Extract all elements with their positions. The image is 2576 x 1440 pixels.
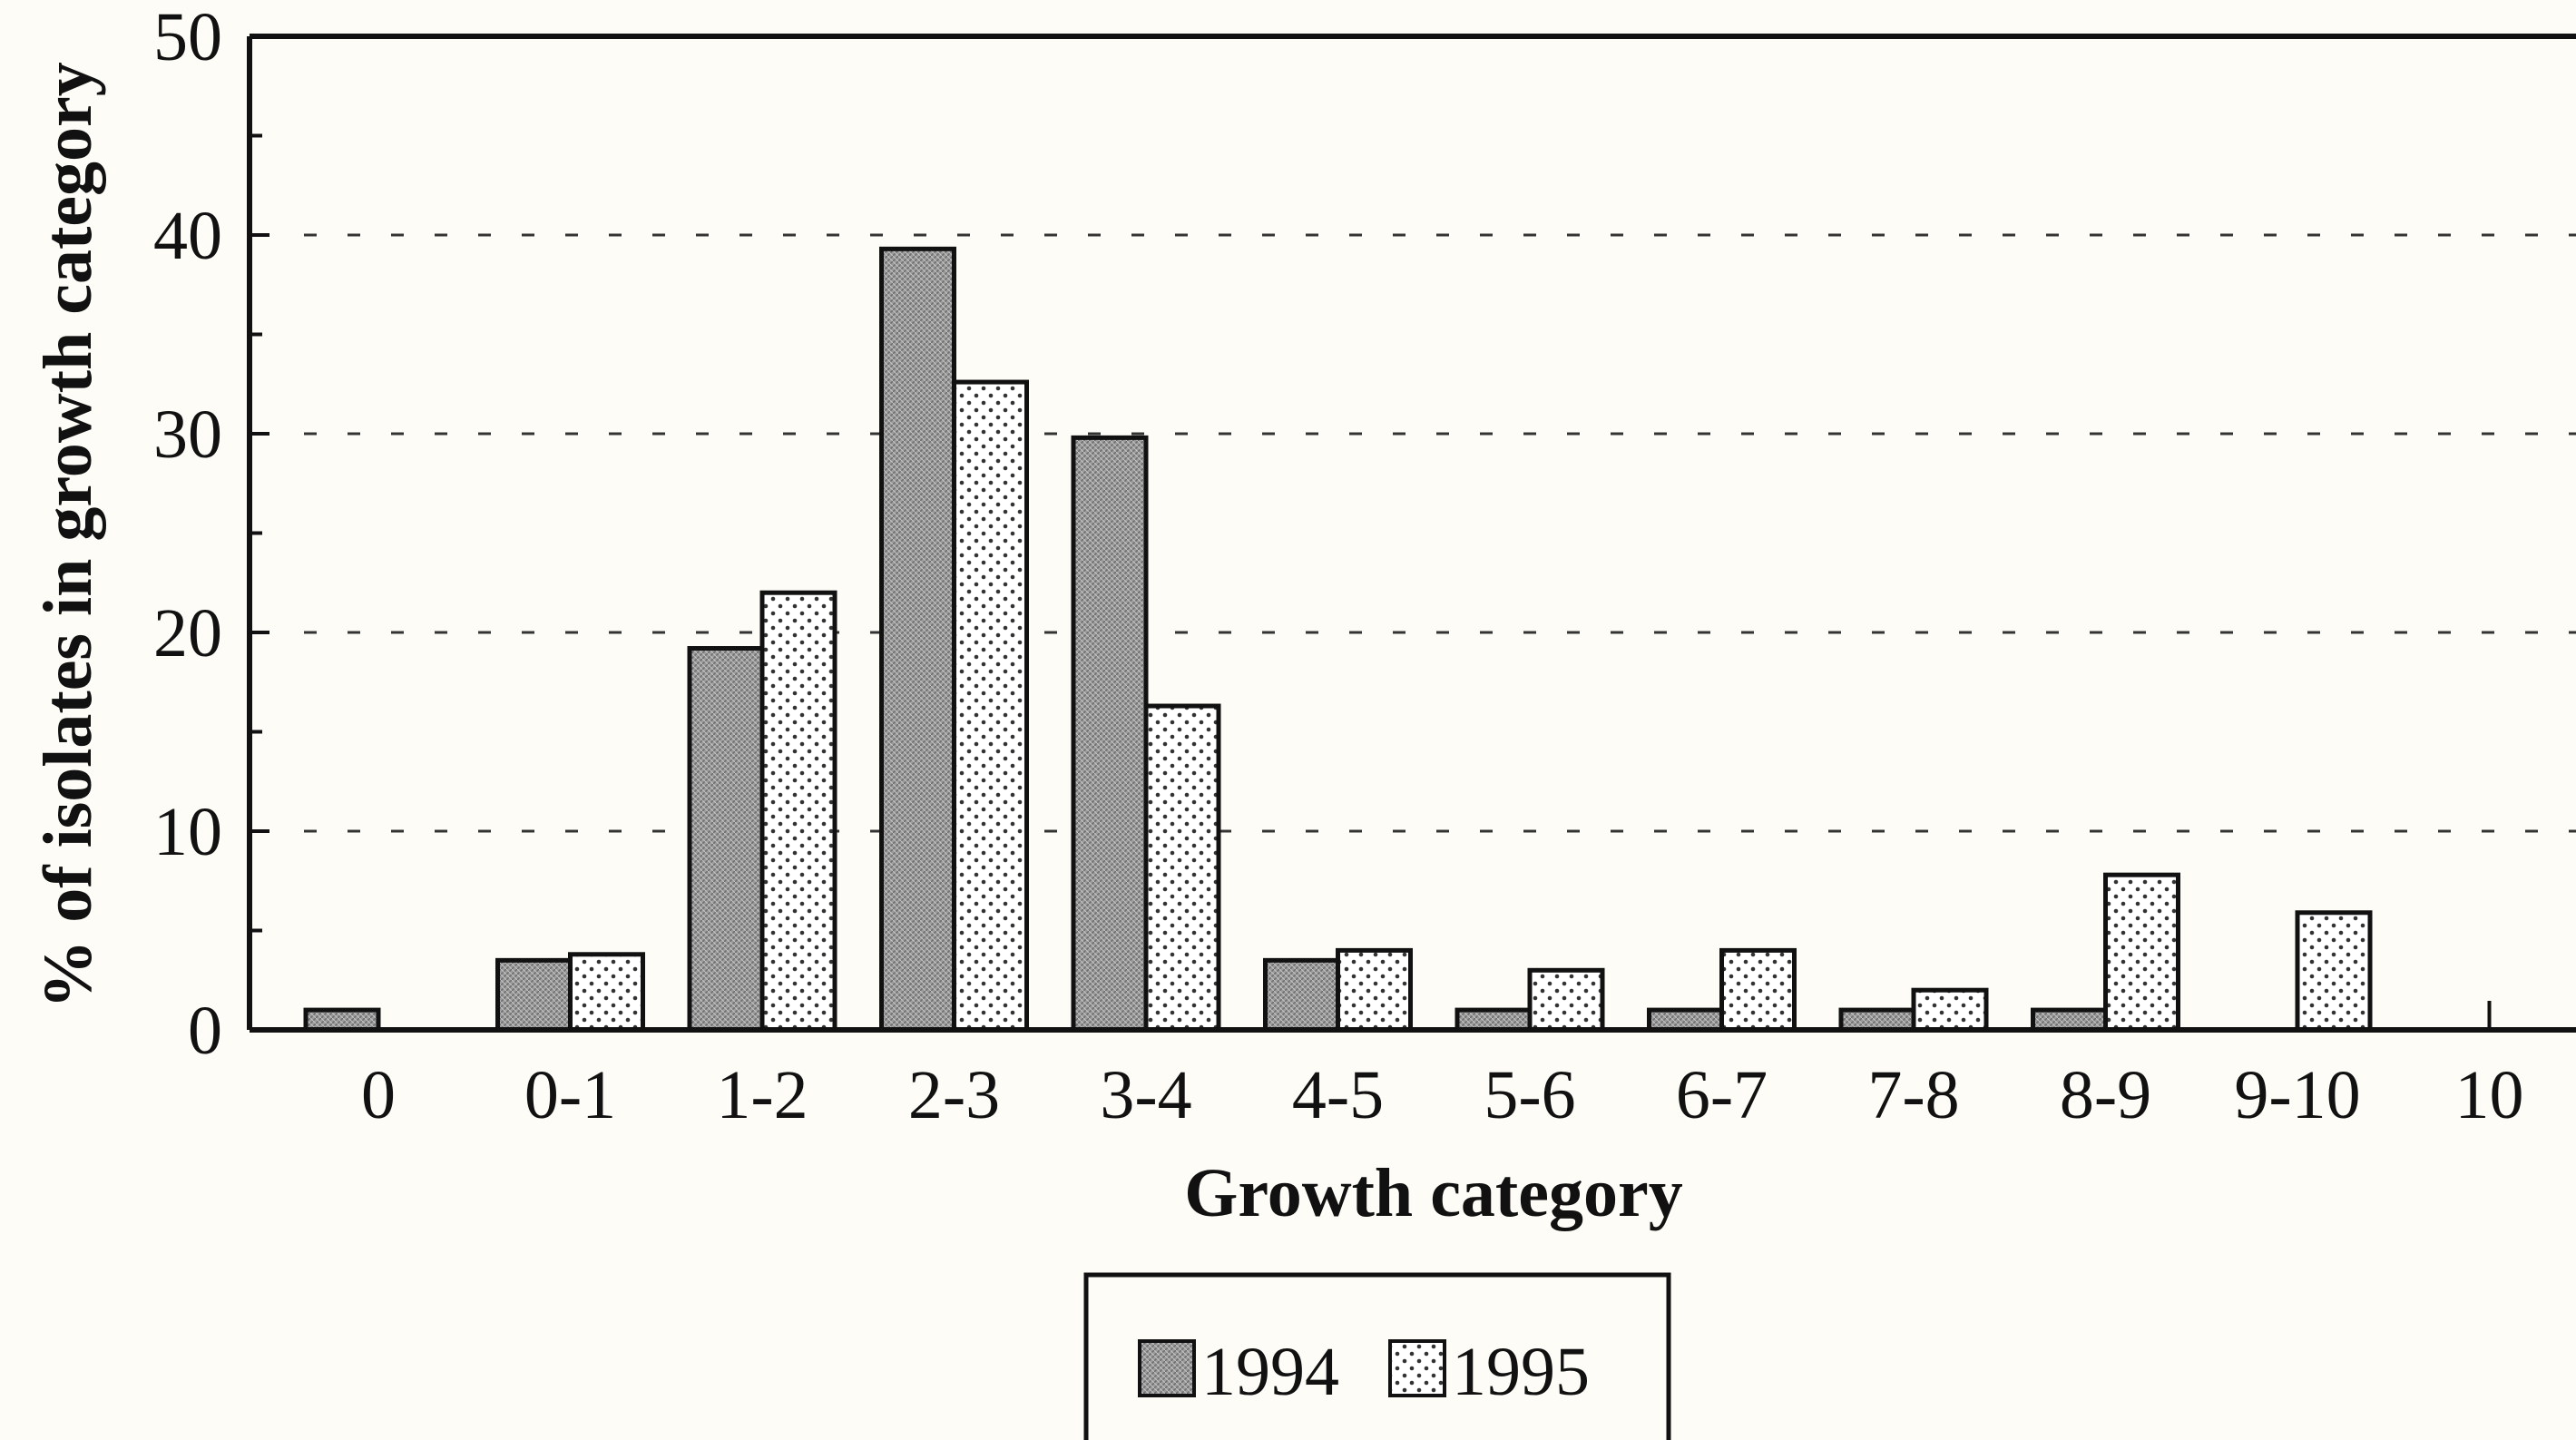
x-tick-label-4-5: 4-5 <box>1292 1057 1384 1133</box>
bar-1994-7-8 <box>1838 1007 1916 1033</box>
bar-1994-8-9 <box>2031 1007 2108 1033</box>
x-axis-title: Growth category <box>1184 1155 1682 1231</box>
bar-1995-0-1 <box>568 952 645 1033</box>
y-tick-label-0: 0 <box>188 993 222 1069</box>
bar-1994-6-7 <box>1647 1007 1724 1033</box>
bar-1995-3-4 <box>1143 703 1221 1033</box>
legend-swatch-1995 <box>1388 1339 1446 1397</box>
x-tick-labels: 0 0-1 1-2 2-3 3-4 4-5 5-6 6-7 7-8 8-9 9-10 10 <box>361 1057 2524 1133</box>
gridlines <box>304 233 2576 833</box>
bar-1995-8-9 <box>2103 872 2180 1033</box>
axes <box>247 34 2576 1033</box>
x-tick-label-7-8: 7-8 <box>1867 1057 1959 1133</box>
bar-1994-5-6 <box>1455 1007 1533 1033</box>
bar-1994-0-1 <box>495 957 573 1033</box>
x-tick-label-0: 0 <box>361 1057 396 1133</box>
x-tick-label-1-2: 1-2 <box>716 1057 808 1133</box>
x-tick-label-8-9: 8-9 <box>2060 1057 2151 1133</box>
bar-1994-1-2 <box>687 646 765 1033</box>
bar-1995-4-5 <box>1336 947 1413 1033</box>
x-tick-label-0-1: 0-1 <box>524 1057 616 1133</box>
legend: 1994 1995 <box>1083 1272 1671 1440</box>
bar-1994-0 <box>303 1007 381 1033</box>
legend-swatch-1994 <box>1138 1339 1196 1397</box>
bar-1995-9-10 <box>2295 910 2373 1033</box>
bar-1995-6-7 <box>1719 947 1797 1033</box>
x-tick-label-9-10: 9-10 <box>2234 1057 2360 1133</box>
bar-1994-3-4 <box>1071 435 1149 1033</box>
x-tick-label-10: 10 <box>2455 1057 2524 1133</box>
y-tick-label-50: 50 <box>153 0 222 75</box>
x-tick-label-6-7: 6-7 <box>1676 1057 1768 1133</box>
x-tick-label-2-3: 2-3 <box>908 1057 1000 1133</box>
y-tick-label-40: 40 <box>153 198 222 274</box>
x-tick-label-3-4: 3-4 <box>1100 1057 1191 1133</box>
x-tick-label-5-6: 5-6 <box>1484 1057 1575 1133</box>
bar-1994-4-5 <box>1263 957 1340 1033</box>
y-axis-title: % of isolates in growth category <box>30 62 106 1008</box>
y-tick-label-10: 10 <box>153 794 222 870</box>
bar-1995-5-6 <box>1527 967 1605 1033</box>
bar-1995-7-8 <box>1911 987 1989 1033</box>
bars <box>303 246 2373 1033</box>
y-tick-label-30: 30 <box>153 397 222 473</box>
bar-1995-1-2 <box>759 590 837 1033</box>
legend-label-1995: 1995 <box>1452 1334 1590 1410</box>
y-tick-label-20: 20 <box>153 595 222 671</box>
legend-label-1994: 1994 <box>1201 1334 1339 1410</box>
bar-1995-2-3 <box>952 379 1029 1033</box>
bar-1994-2-3 <box>879 246 956 1033</box>
y-tick-labels: 0 10 20 30 40 50 <box>153 0 222 1069</box>
